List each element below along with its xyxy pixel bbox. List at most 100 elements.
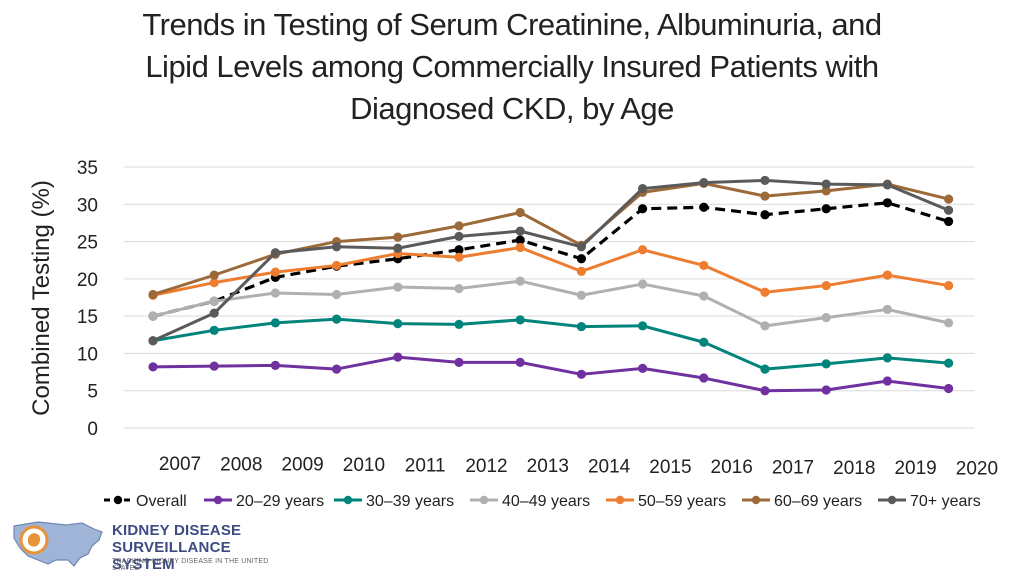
legend-swatch-marker-60–69 years: [751, 495, 761, 505]
data-point-30–39 years-2008: [209, 325, 219, 335]
data-point-40–49 years-2015: [638, 279, 648, 289]
data-point-40–49 years-2018: [821, 313, 831, 323]
data-point-50–59 years-2017: [760, 287, 770, 297]
series-line-50–59 years: [152, 246, 949, 297]
y-axis-tick-labels: 0 5 10 15 20 25 30 35: [77, 158, 98, 440]
data-point-20–29 years-2018: [821, 385, 831, 395]
data-point-60–69 years-2008: [209, 270, 219, 280]
logo-name-line-1: KIDNEY DISEASE: [112, 522, 242, 539]
data-point-20–29 years-2016: [699, 373, 709, 383]
series-line-30–39 years: [152, 317, 949, 371]
data-point-70+ years-2012: [454, 231, 464, 241]
data-point-50–59 years-2010: [332, 260, 342, 271]
data-point-Overall-2015: [638, 204, 648, 214]
data-point-70+ years-2016: [699, 178, 709, 188]
x-tick-label-2012: 2012: [465, 456, 507, 477]
data-point-70+ years-2011: [393, 243, 403, 253]
data-point-30–39 years-2012: [454, 319, 464, 329]
legend-swatch-marker-50–59 years: [615, 495, 625, 505]
legend-item-60–69 years: 60–69 years: [742, 493, 862, 510]
legend-label-50–59 years: 50–59 years: [638, 493, 726, 510]
data-point-40–49 years-2017: [760, 321, 770, 331]
data-point-70+ years-2019: [882, 180, 893, 190]
y-tick-label-20: 20: [77, 270, 98, 291]
y-tick-label-0: 0: [87, 419, 98, 440]
data-point-30–39 years-2016: [699, 337, 709, 347]
data-point-20–29 years-2014: [576, 369, 587, 379]
data-point-20–29 years-2011: [393, 352, 403, 362]
data-point-40–49 years-2011: [393, 282, 403, 292]
legend-label-70+ years: 70+ years: [910, 493, 981, 510]
legend-swatch-marker-70+ years: [887, 495, 897, 505]
data-point-40–49 years-2007: [148, 311, 158, 321]
data-point-40–49 years-2010: [332, 289, 342, 300]
data-point-60–69 years-2007: [148, 289, 158, 300]
data-point-30–39 years-2015: [638, 321, 648, 331]
data-point-50–59 years-2013: [515, 242, 525, 253]
data-point-70+ years-2018: [821, 179, 831, 189]
series-line-20–29 years: [152, 355, 949, 393]
data-point-Overall-2016: [699, 202, 709, 212]
legend: Overall 20–29 years 30–39 years 40–49 years…: [104, 493, 981, 510]
data-point-50–59 years-2015: [638, 245, 648, 255]
data-point-50–59 years-2020: [944, 280, 954, 291]
x-axis-tick-labels: 2007 2008 2009 2010 2011 2012 2013 2014 2015 2016…: [159, 454, 998, 480]
data-point-20–29 years-2015: [638, 363, 648, 373]
data-point-40–49 years-2016: [699, 291, 709, 301]
data-point-Overall-2020: [944, 216, 954, 227]
legend-item-40–49 years: 40–49 years: [470, 493, 590, 510]
data-point-Overall-2017: [760, 210, 770, 220]
x-tick-label-2014: 2014: [588, 456, 631, 477]
y-tick-label-25: 25: [77, 233, 98, 254]
x-tick-label-2016: 2016: [711, 457, 753, 478]
series-40–49 years: [148, 276, 954, 331]
data-point-60–69 years-2011: [393, 232, 403, 242]
logo-tagline: TRACKING KIDNEY DISEASE IN THE UNITED ST…: [112, 558, 269, 572]
legend-swatch-marker-Overall: [113, 495, 123, 505]
x-tick-label-2013: 2013: [527, 456, 569, 477]
data-point-30–39 years-2020: [944, 358, 954, 368]
series-lines: [148, 175, 954, 396]
legend-swatch-marker-20–29 years: [213, 495, 223, 505]
data-point-50–59 years-2009: [270, 267, 280, 277]
data-point-Overall-2019: [882, 198, 893, 208]
logo-name-line-2: SURVEILLANCE SYSTEM: [112, 539, 231, 573]
data-point-Overall-2014: [576, 254, 587, 264]
data-point-30–39 years-2010: [332, 314, 342, 324]
series-line-Overall: [152, 201, 950, 318]
series-70+ years: [148, 175, 954, 346]
data-point-70+ years-2020: [944, 205, 954, 215]
data-point-70+ years-2007: [148, 336, 158, 346]
data-point-70+ years-2010: [332, 242, 342, 252]
data-point-40–49 years-2013: [515, 276, 525, 286]
x-tick-label-2010: 2010: [343, 455, 385, 476]
x-tick-label-2011: 2011: [405, 455, 446, 476]
legend-label-Overall: Overall: [136, 493, 187, 510]
data-point-40–49 years-2008: [209, 296, 219, 306]
legend-swatch-marker-40–49 years: [479, 495, 489, 505]
data-point-60–69 years-2013: [515, 207, 525, 218]
data-point-30–39 years-2019: [882, 353, 893, 363]
data-point-70+ years-2009: [270, 248, 280, 258]
data-point-40–49 years-2009: [270, 288, 280, 298]
x-tick-label-2009: 2009: [281, 455, 323, 476]
us-map-kidney-icon: [13, 521, 103, 567]
data-point-Overall-2012: [454, 245, 464, 255]
x-tick-label-2015: 2015: [649, 457, 691, 478]
data-point-50–59 years-2012: [454, 252, 464, 262]
legend-label-40–49 years: 40–49 years: [502, 493, 590, 510]
kidney-disease-surveillance-system-logo: KIDNEY DISEASE SURVEILLANCE SYSTEM TRACK…: [8, 516, 298, 573]
data-point-70+ years-2015: [638, 184, 648, 194]
legend-label-30–39 years: 30–39 years: [366, 493, 454, 510]
y-tick-label-30: 30: [77, 195, 98, 216]
data-point-30–39 years-2017: [760, 364, 770, 374]
chart-title-line-1: Trends in Testing of Serum Creatinine, A…: [142, 7, 882, 42]
y-tick-label-10: 10: [77, 344, 98, 365]
x-tick-label-2018: 2018: [833, 458, 875, 479]
chart-title-line-3: Diagnosed CKD, by Age: [350, 91, 674, 126]
data-point-60–69 years-2020: [944, 194, 954, 204]
data-point-50–59 years-2019: [882, 270, 893, 280]
data-point-30–39 years-2013: [515, 315, 525, 325]
data-point-70+ years-2008: [209, 308, 219, 318]
data-point-70+ years-2014: [576, 242, 587, 252]
